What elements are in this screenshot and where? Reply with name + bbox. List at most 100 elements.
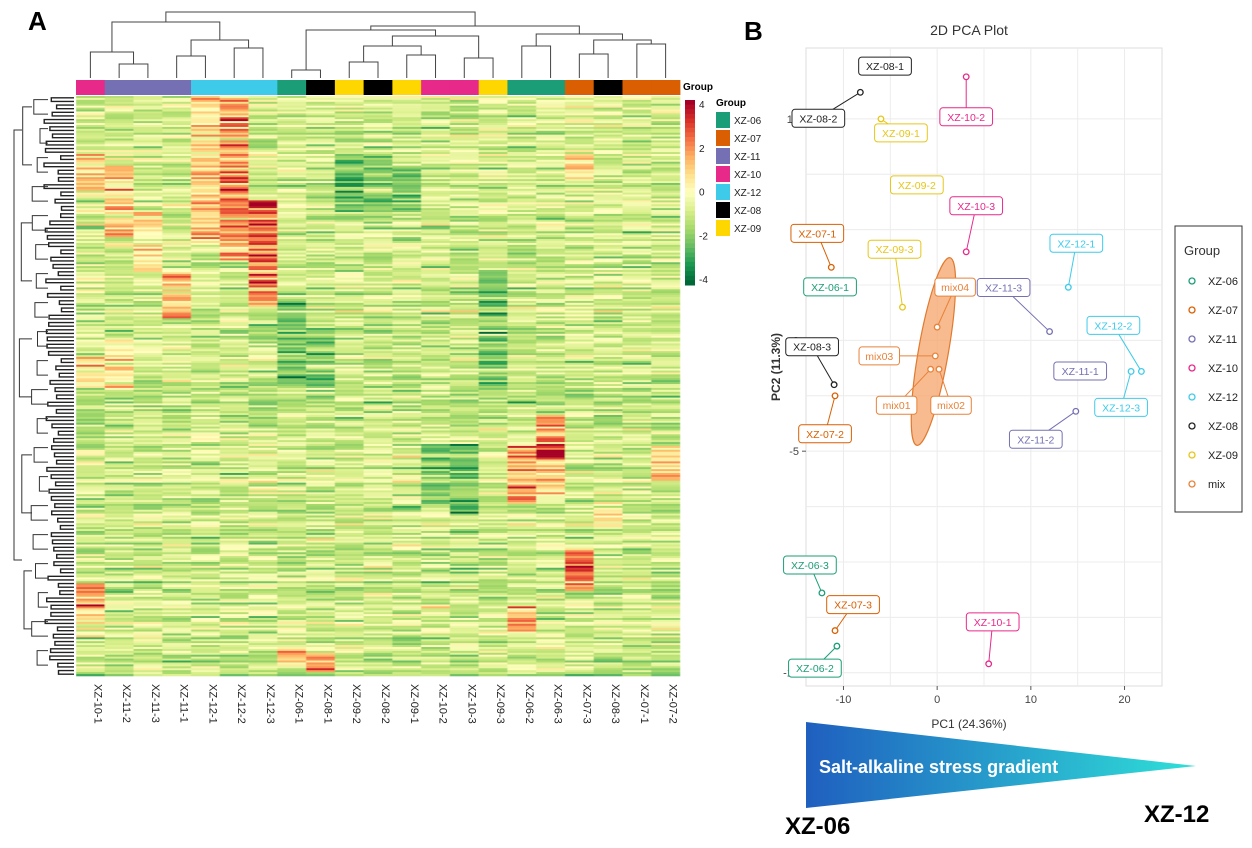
- heatmap-cell: [191, 121, 221, 124]
- heatmap-cell: [277, 459, 307, 462]
- heatmap-cell: [219, 215, 249, 219]
- heatmap-cell: [162, 478, 192, 482]
- heatmap-cell: [421, 161, 451, 164]
- heatmap-cell: [104, 575, 134, 578]
- heatmap-cell: [76, 380, 106, 383]
- heatmap-cell: [363, 246, 393, 250]
- heatmap-cell: [449, 411, 479, 414]
- heatmap-cell: [363, 571, 393, 574]
- heatmap-cell: [334, 254, 364, 257]
- heatmap-cell: [507, 188, 537, 192]
- heatmap-cell: [76, 656, 106, 659]
- heatmap-cell: [421, 538, 451, 541]
- heatmap-cell: [277, 221, 307, 224]
- heatmap-cell: [277, 144, 307, 147]
- heatmap-cell: [334, 519, 364, 522]
- heatmap-cell: [478, 416, 508, 420]
- heatmap-cell: [248, 621, 278, 625]
- heatmap-cell: [306, 488, 336, 491]
- heatmap-cell: [306, 231, 336, 234]
- heatmap-cell: [162, 438, 192, 441]
- heatmap-cell: [191, 525, 221, 528]
- heatmap-cell: [334, 366, 364, 369]
- heatmap-cell: [334, 264, 364, 267]
- heatmap-cell: [219, 326, 249, 329]
- heatmap-cell: [219, 449, 249, 453]
- heatmap-cell: [306, 368, 336, 371]
- heatmap-cell: [449, 163, 479, 166]
- heatmap-cell: [76, 233, 106, 236]
- heatmap-cell: [449, 217, 479, 221]
- heatmap-cell: [478, 393, 508, 396]
- heatmap-cell: [363, 314, 393, 317]
- dendrogram-branch: [348, 61, 379, 78]
- heatmap-cell: [277, 602, 307, 605]
- heatmap-cell: [104, 337, 134, 340]
- heatmap-cell: [248, 664, 278, 667]
- heatmap-cell: [76, 536, 106, 540]
- heatmap-cell: [191, 565, 221, 569]
- heatmap-cell: [162, 571, 192, 574]
- heatmap-cell: [334, 409, 364, 412]
- heatmap-cell: [507, 403, 537, 406]
- heatmap-cell: [507, 268, 537, 271]
- heatmap-cell: [306, 418, 336, 422]
- heatmap-cell: [277, 308, 307, 311]
- heatmap-cell: [133, 621, 163, 625]
- heatmap-cell: [248, 389, 278, 393]
- heatmap-cell: [421, 337, 451, 340]
- heatmap-cell: [449, 476, 479, 480]
- heatmap-cell: [392, 329, 422, 333]
- heatmap-cell: [306, 538, 336, 541]
- heatmap-cell: [162, 161, 192, 164]
- heatmap-cell: [162, 173, 192, 176]
- heatmap-cell: [248, 571, 278, 574]
- heatmap-cell: [363, 117, 393, 120]
- heatmap-cell: [104, 314, 134, 317]
- heatmap-cell: [478, 623, 508, 627]
- heatmap-cell: [133, 345, 163, 348]
- dendrogram-branch: [111, 21, 221, 52]
- heatmap-cell: [104, 397, 134, 400]
- heatmap-cell: [219, 606, 249, 609]
- heatmap-cell: [363, 662, 393, 665]
- heatmap-cell: [334, 579, 364, 582]
- heatmap-cell: [363, 391, 393, 395]
- heatmap-cell: [162, 490, 192, 493]
- heatmap-cell: [76, 260, 106, 263]
- heatmap-cell: [104, 639, 134, 642]
- heatmap-cell: [363, 544, 393, 547]
- heatmap-cell: [76, 645, 106, 648]
- heatmap-cell: [104, 581, 134, 584]
- heatmap-cell: [76, 415, 106, 418]
- heatmap-cell: [133, 161, 163, 164]
- heatmap-cell: [191, 279, 221, 282]
- heatmap-cell: [334, 457, 364, 460]
- heatmap-cell: [421, 534, 451, 538]
- heatmap-cell: [133, 652, 163, 656]
- heatmap-cell: [421, 364, 451, 367]
- heatmap-cell: [334, 438, 364, 441]
- heatmap-cell: [277, 592, 307, 596]
- heatmap-cell: [392, 503, 422, 507]
- heatmap-cell: [334, 376, 364, 379]
- heatmap-cell: [162, 101, 192, 105]
- heatmap-cell: [507, 507, 537, 511]
- heatmap-cell: [219, 306, 249, 309]
- heatmap-cell: [449, 540, 479, 543]
- heatmap-cell: [392, 416, 422, 420]
- heatmap-cell: [277, 167, 307, 170]
- heatmap-cell: [507, 366, 537, 369]
- heatmap-cell: [392, 248, 422, 251]
- heatmap-cell: [162, 668, 192, 671]
- heatmap-cell: [478, 546, 508, 549]
- heatmap-cell: [449, 478, 479, 482]
- heatmap-cell: [133, 546, 163, 549]
- heatmap-cell: [392, 440, 422, 443]
- heatmap-cell: [104, 540, 134, 543]
- heatmap-cell: [104, 440, 134, 443]
- heatmap-cell: [306, 393, 336, 396]
- heatmap-cell: [334, 266, 364, 269]
- heatmap-cell: [449, 658, 479, 661]
- heatmap-cell: [478, 565, 508, 569]
